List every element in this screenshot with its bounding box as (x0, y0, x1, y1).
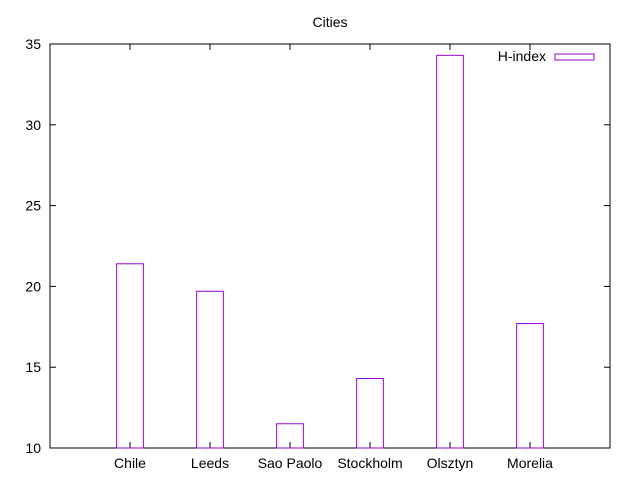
chart-title: Cities (312, 14, 347, 30)
x-tick-label: Chile (114, 455, 146, 471)
plot-frame (49, 43, 611, 449)
legend: H-index (498, 48, 595, 64)
y-tick-label: 20 (25, 278, 41, 294)
y-tick-label: 35 (25, 36, 41, 52)
bar (276, 423, 304, 449)
y-tick-label: 15 (25, 359, 41, 375)
y-tick-label: 25 (25, 198, 41, 214)
x-tick-label: Leeds (191, 455, 229, 471)
x-tick-label: Sao Paolo (258, 455, 323, 471)
bar (516, 323, 544, 449)
x-tick-label: Stockholm (337, 455, 402, 471)
bar (196, 290, 224, 449)
y-tick-label: 10 (25, 440, 41, 456)
bar (436, 54, 464, 449)
bar-series (116, 54, 544, 449)
legend-swatch (554, 53, 595, 61)
y-tick-label: 30 (25, 117, 41, 133)
bar (356, 378, 384, 449)
bar (116, 263, 144, 449)
legend-label: H-index (498, 48, 546, 64)
x-tick-label: Morelia (507, 455, 553, 471)
y-axis: 10 15 20 25 30 35 (25, 36, 610, 456)
x-axis: Chile Leeds Sao Paolo Stockholm Olsztyn Morel… (114, 44, 553, 471)
x-tick-label: Olsztyn (427, 455, 474, 471)
